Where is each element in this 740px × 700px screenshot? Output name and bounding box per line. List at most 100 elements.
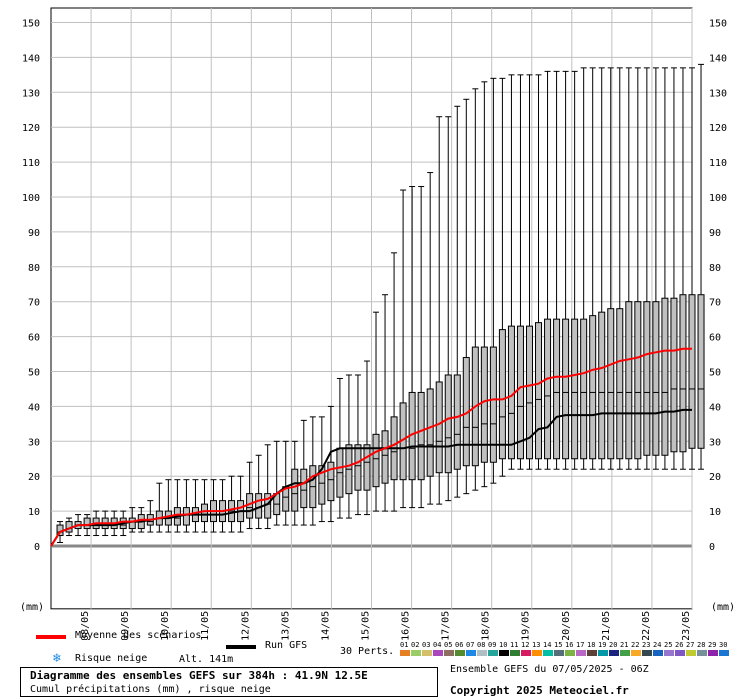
y-tick-label-right: 140 [709,53,727,64]
perturbation-number: 11 [510,641,519,649]
perturbation-number: 13 [532,641,541,649]
y-tick-label-left: 10 [28,507,40,518]
perturbation-number: 19 [598,641,607,649]
y-tick-label-right: 20 [709,472,721,483]
y-tick-label-left: 100 [22,193,40,204]
y-tick-label-right: 110 [709,158,727,169]
x-tick-label: 22/05 [641,611,652,640]
y-tick-label-right: 120 [709,123,727,134]
x-tick-labels: 08/05 09/05 10/05 11/05 12/05 13/05 14/05 15/05… [80,611,692,640]
perturbation-number: 06 [455,641,464,649]
chart-grid [50,7,693,610]
x-tick-label: 10/05 [160,611,171,640]
x-tick-label: 08/05 [80,611,91,640]
y-tick-label-right: 40 [709,402,721,413]
title-box [20,667,438,697]
y-tick-label-right: 80 [709,263,721,274]
perturbation-swatch [543,650,553,656]
x-tick-label: 09/05 [120,611,131,640]
snow-legend-label: Risque neige [75,653,148,664]
box-body [525,325,533,460]
box-body [598,311,606,460]
perturbation-number: 15 [554,641,563,649]
perturbation-number: 07 [466,641,475,649]
perturbation-number: 08 [477,641,486,649]
y-tick-label-left: 90 [28,228,40,239]
y-tick-label-left: 130 [22,88,40,99]
box-body [652,301,660,456]
box-body [625,301,633,460]
perturbation-number: 18 [587,641,596,649]
perturbation-swatch [565,650,575,656]
x-tick-label: 18/05 [481,611,492,640]
perturbation-swatch [510,650,520,656]
box-body [562,318,570,460]
perturbation-number: 27 [686,641,695,649]
box-series [56,63,705,544]
box-body [535,322,543,460]
perturbation-swatch [631,650,641,656]
perturbation-swatch [411,650,421,656]
perturbation-number: 21 [620,641,629,649]
mean-legend-swatch [36,635,66,639]
box-body [489,346,497,463]
box-body [688,294,696,449]
box-body [616,308,624,460]
box-body [516,325,524,460]
perturbation-swatch [477,650,487,656]
box-body [480,346,488,463]
perturbation-swatch [587,650,597,656]
x-tick-label: 13/05 [280,611,291,640]
perturbation-number: 01 [400,641,409,649]
box-body [417,391,425,481]
x-tick-label: 20/05 [561,611,572,640]
box-body [697,294,705,449]
y-axis-unit-left: (mm) [20,602,44,613]
ensemble-chart: 0 0 10 10 20 20 30 30 40 40 50 50 60 60 70 70 80 80 90 90 10… [20,7,735,640]
perturbation-number: 25 [664,641,673,649]
x-tick-label: 14/05 [320,611,331,640]
x-tick-label: 16/05 [401,611,412,640]
perturbations-label: 30 Perts. [340,646,395,657]
y-tick-label-right: 10 [709,507,721,518]
y-tick-label-right: 90 [709,228,721,239]
perturbation-swatch [653,650,663,656]
perturbation-swatch [686,650,696,656]
y-tick-label-right: 0 [709,542,715,553]
y-tick-label-left: 20 [28,472,40,483]
perturbation-swatch [708,650,718,656]
y-tick-label-left: 40 [28,402,40,413]
perturbation-number: 23 [642,641,651,649]
box-body [327,461,335,502]
box-body [453,374,461,470]
x-tick-label: 21/05 [601,611,612,640]
box-body [300,468,308,509]
box-body [318,465,326,505]
perturbation-swatch [620,650,630,656]
perturbation-swatch [466,650,476,656]
box-body [679,294,687,453]
x-tick-label: 23/05 [681,611,692,640]
perturbation-swatch [532,650,542,656]
perturbation-swatch [719,650,729,656]
perturbation-number: 20 [609,641,618,649]
box-body [444,374,452,474]
perturbation-swatch [576,650,586,656]
perturbation-swatch [554,650,564,656]
box-body [291,468,299,512]
y-tick-label-right: 150 [709,19,727,30]
perturbation-swatch [400,650,410,656]
box-body [670,297,678,453]
copyright: Copyright 2025 Meteociel.fr [450,684,629,697]
perturbation-swatch [488,650,498,656]
perturbation-number: 03 [422,641,431,649]
perturbation-number: 24 [653,641,662,649]
perturbation-number: 02 [411,641,420,649]
y-tick-label-right: 30 [709,437,721,448]
box-body [589,315,597,460]
perturbation-number: 29 [708,641,717,649]
perturbation-number: 26 [675,641,684,649]
perturbation-swatch [422,650,432,656]
box-body [363,444,371,491]
chart-subtitle: Cumul précipitations (mm) , risque neige [30,684,271,695]
